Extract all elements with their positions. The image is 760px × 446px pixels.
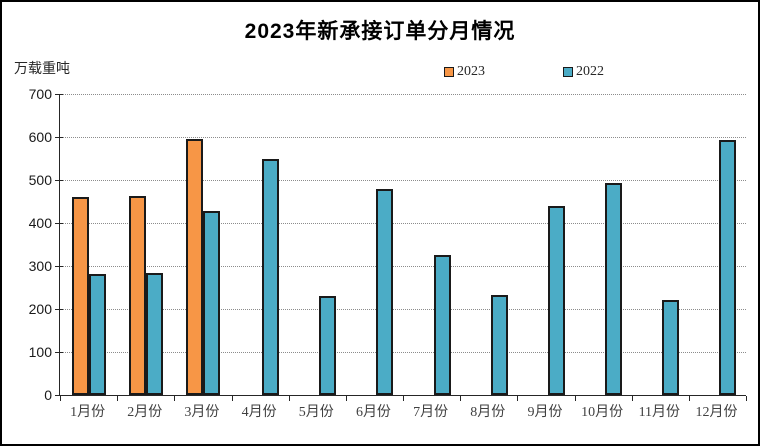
y-tick-600 xyxy=(55,137,63,138)
x-tick-label-1月份: 1月份 xyxy=(70,405,106,420)
empty-slot-2023-7月份 xyxy=(413,394,434,395)
x-tick-11 xyxy=(688,396,690,401)
legend-label-2022: 2022 xyxy=(576,64,604,79)
gridline-500 xyxy=(60,180,746,181)
legend-label-2023: 2023 xyxy=(457,64,485,79)
bar-2022-5月份 xyxy=(319,296,337,395)
legend-item-2022: 2022 xyxy=(563,64,604,80)
empty-slot-2023-6月份 xyxy=(355,394,376,395)
x-tick-4 xyxy=(288,396,290,401)
legend-swatch-2022 xyxy=(563,67,573,77)
x-tick-label-9月份: 9月份 xyxy=(527,405,563,420)
bar-2022-9月份 xyxy=(547,206,565,395)
empty-slot-2023-4月份 xyxy=(241,394,262,395)
x-tick-2 xyxy=(174,396,176,401)
x-tick-label-5月份: 5月份 xyxy=(298,405,334,420)
empty-slot-2023-8月份 xyxy=(470,394,491,395)
x-axis-labels: 1月份 2月份 3月份 4月份 5月份 6月份 7月份 8月份 9月份 10月份 11月份 12月份 xyxy=(59,401,745,421)
category-group-9月份 xyxy=(517,94,574,395)
bar-2022-6月份 xyxy=(376,189,394,395)
empty-slot-2023-11月份 xyxy=(641,394,662,395)
y-tick-700 xyxy=(55,94,63,95)
chart-title: 2023年新承接订单分月情况 xyxy=(244,20,516,43)
y-tick-300 xyxy=(55,266,63,267)
category-group-2月份 xyxy=(117,94,174,395)
gridline-100 xyxy=(60,352,746,353)
y-tick-label-600: 600 xyxy=(28,129,52,145)
gridline-700 xyxy=(60,94,746,95)
y-tick-0 xyxy=(55,395,63,396)
category-group-11月份 xyxy=(632,94,689,395)
x-tick-label-10月份: 10月份 xyxy=(581,405,624,420)
x-tick-7 xyxy=(460,396,462,401)
empty-slot-2023-12月份 xyxy=(698,394,719,395)
empty-slot-2023-10月份 xyxy=(584,394,605,395)
x-tick-label-6月份: 6月份 xyxy=(355,405,391,420)
y-tick-label-400: 400 xyxy=(28,215,52,231)
category-group-7月份 xyxy=(403,94,460,395)
y-axis-labels: 700 600 500 400 300 200 100 0 xyxy=(2,86,52,403)
gridline-300 xyxy=(60,266,746,267)
y-tick-label-300: 300 xyxy=(28,258,52,274)
bar-2022-3月份 xyxy=(202,211,220,395)
bars-layer xyxy=(60,94,746,395)
bar-2022-11月份 xyxy=(662,300,680,395)
legend-item-2023: 2023 xyxy=(444,64,485,80)
x-tick-label-2月份: 2月份 xyxy=(127,405,163,420)
category-group-3月份 xyxy=(174,94,231,395)
x-tick-label-4月份: 4月份 xyxy=(241,405,277,420)
x-tick-9 xyxy=(574,396,576,401)
category-group-8月份 xyxy=(460,94,517,395)
category-group-5月份 xyxy=(289,94,346,395)
legend-swatch-2023 xyxy=(444,67,454,77)
empty-slot-2023-9月份 xyxy=(527,394,548,395)
y-tick-label-200: 200 xyxy=(28,301,52,317)
bar-2023-2月份 xyxy=(128,196,146,395)
y-tick-100 xyxy=(55,352,63,353)
y-tick-200 xyxy=(55,309,63,310)
bar-2022-1月份 xyxy=(88,274,106,395)
x-tick-12 xyxy=(746,396,747,401)
category-group-6月份 xyxy=(346,94,403,395)
legend: 2023 2022 xyxy=(444,64,604,80)
bar-2022-4月份 xyxy=(262,159,280,395)
y-tick-400 xyxy=(55,223,63,224)
x-tick-label-12月份: 12月份 xyxy=(695,405,738,420)
category-group-4月份 xyxy=(232,94,289,395)
y-tick-label-500: 500 xyxy=(28,172,52,188)
bar-2022-10月份 xyxy=(605,183,623,395)
x-tick-6 xyxy=(403,396,404,401)
bar-2023-1月份 xyxy=(71,197,89,395)
x-tick-1 xyxy=(117,396,119,401)
x-tick-label-11月份: 11月份 xyxy=(638,405,681,420)
y-tick-label-700: 700 xyxy=(28,86,52,102)
x-tick-10 xyxy=(631,396,633,401)
x-tick-label-3月份: 3月份 xyxy=(184,405,220,420)
category-group-12月份 xyxy=(689,94,746,395)
x-tick-8 xyxy=(517,396,519,401)
bar-2023-3月份 xyxy=(185,139,203,395)
empty-slot-2023-5月份 xyxy=(298,394,319,395)
gridline-400 xyxy=(60,223,746,224)
x-tick-5 xyxy=(345,396,347,401)
bar-2022-7月份 xyxy=(433,255,451,395)
x-tick-0 xyxy=(60,396,61,401)
y-tick-label-0: 0 xyxy=(44,387,52,403)
y-axis-unit-label: 万载重吨 xyxy=(14,60,70,76)
category-group-1月份 xyxy=(60,94,117,395)
gridline-600 xyxy=(60,137,746,138)
category-group-10月份 xyxy=(575,94,632,395)
y-tick-label-100: 100 xyxy=(28,344,52,360)
x-tick-3 xyxy=(231,396,233,401)
gridline-200 xyxy=(60,309,746,310)
y-tick-500 xyxy=(55,180,63,181)
x-tick-label-7月份: 7月份 xyxy=(413,405,449,420)
bar-2022-2月份 xyxy=(145,273,163,395)
bar-2022-8月份 xyxy=(490,295,508,395)
plot-area xyxy=(55,94,747,401)
x-tick-label-8月份: 8月份 xyxy=(470,405,506,420)
bar-2022-12月份 xyxy=(719,140,737,395)
